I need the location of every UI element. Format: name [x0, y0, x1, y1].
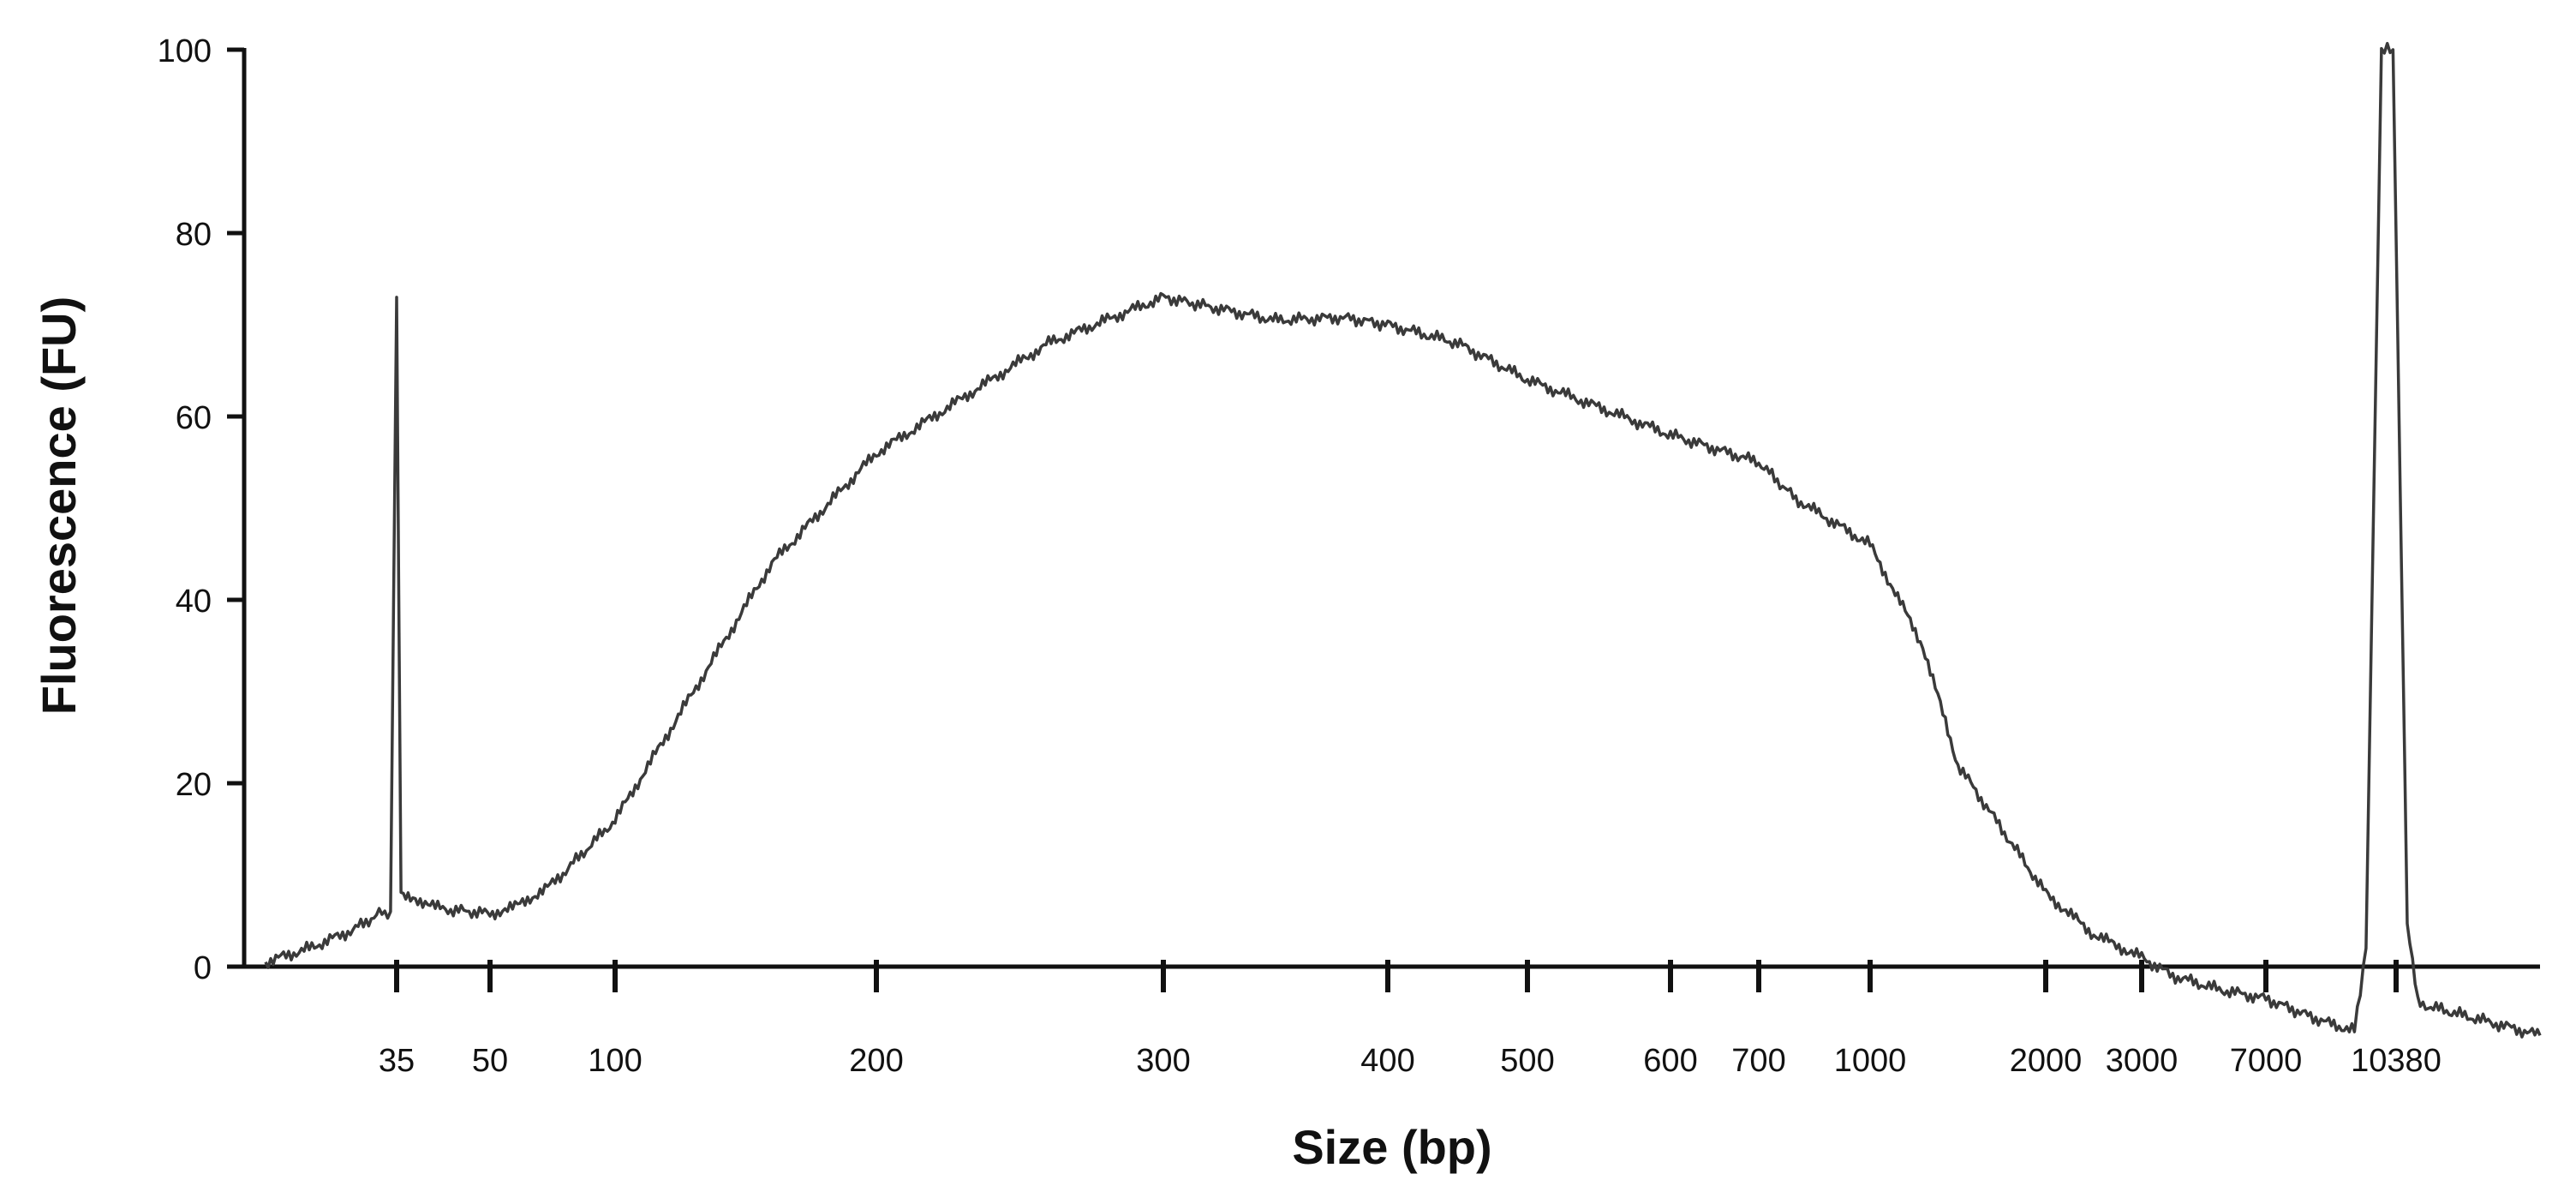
- x-axis-title: Size (bp): [1292, 1120, 1491, 1174]
- y-tick-label: 100: [158, 33, 212, 69]
- x-tick-label: 500: [1500, 1043, 1554, 1079]
- fluorescence-trace-line: [264, 41, 2542, 1039]
- x-tick-label: 300: [1136, 1043, 1190, 1079]
- x-tick-label: 10380: [2351, 1043, 2442, 1079]
- x-tick-label: 3000: [2106, 1043, 2179, 1079]
- x-tick-label: 2000: [2010, 1043, 2083, 1079]
- axes-group: [242, 48, 2540, 969]
- x-tick-label: 100: [588, 1043, 642, 1079]
- series-group: [264, 41, 2542, 1039]
- y-tick-label: 20: [176, 767, 212, 803]
- y-tick-label: 60: [176, 400, 212, 436]
- x-tick-label: 7000: [2230, 1043, 2303, 1079]
- y-ticks-group: 0 20 40 60 80 100: [158, 33, 244, 986]
- y-tick-label: 40: [176, 584, 212, 620]
- x-tick-label: 600: [1643, 1043, 1697, 1079]
- x-tick-label: 35: [379, 1043, 415, 1079]
- x-tick-label: 200: [849, 1043, 903, 1079]
- y-axis-title: Fluorescence (FU): [32, 297, 86, 716]
- y-tick-label: 80: [176, 217, 212, 253]
- x-tick-label: 700: [1731, 1043, 1785, 1079]
- x-tick-label: 50: [472, 1043, 508, 1079]
- y-tick-label: 0: [194, 950, 212, 986]
- x-tick-label: 400: [1360, 1043, 1414, 1079]
- x-tick-label: 1000: [1834, 1043, 1907, 1079]
- x-ticks-group: 35 50 100 200 300 400 500 600 700 1000 2000 3000 700…: [379, 960, 2442, 1079]
